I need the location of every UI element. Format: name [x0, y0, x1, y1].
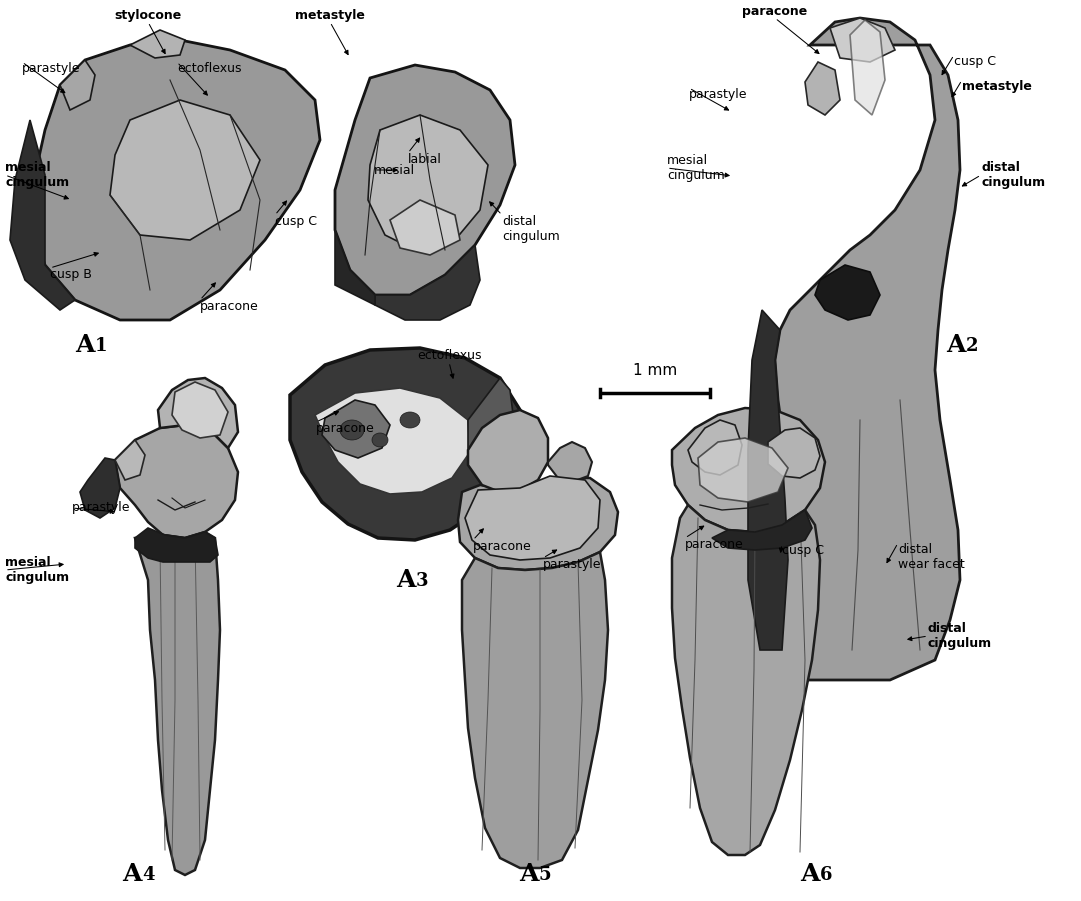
- Text: parastyle: parastyle: [22, 62, 80, 75]
- Text: mesial
cingulum: mesial cingulum: [5, 556, 69, 584]
- Text: cusp B: cusp B: [50, 268, 92, 281]
- Polygon shape: [468, 378, 515, 478]
- Text: mesial
cingulum: mesial cingulum: [667, 154, 724, 182]
- Polygon shape: [805, 62, 840, 115]
- Polygon shape: [768, 428, 820, 478]
- Ellipse shape: [341, 420, 364, 440]
- Text: cusp C: cusp C: [275, 215, 317, 228]
- Polygon shape: [462, 552, 608, 868]
- Polygon shape: [672, 505, 820, 855]
- Text: metastyle: metastyle: [295, 9, 365, 22]
- Polygon shape: [815, 265, 880, 320]
- Text: ectoflexus: ectoflexus: [417, 349, 481, 362]
- Polygon shape: [30, 40, 320, 320]
- Polygon shape: [115, 425, 238, 538]
- Text: 5: 5: [539, 866, 551, 884]
- Text: ectoflexus: ectoflexus: [177, 62, 241, 75]
- Polygon shape: [335, 230, 375, 305]
- Polygon shape: [115, 440, 145, 480]
- Text: metastyle: metastyle: [962, 80, 1032, 93]
- Polygon shape: [672, 408, 825, 532]
- Text: distal
cingulum: distal cingulum: [502, 215, 560, 243]
- Text: parastyle: parastyle: [543, 558, 601, 571]
- Text: labial: labial: [408, 153, 442, 166]
- Polygon shape: [688, 420, 742, 475]
- Text: 1: 1: [95, 337, 107, 355]
- Polygon shape: [830, 18, 895, 62]
- Polygon shape: [465, 476, 600, 560]
- Text: mesial: mesial: [374, 163, 415, 177]
- Polygon shape: [748, 310, 788, 650]
- Text: A: A: [396, 568, 415, 592]
- Polygon shape: [368, 115, 488, 250]
- Text: A: A: [75, 333, 94, 357]
- Polygon shape: [130, 30, 185, 58]
- Polygon shape: [61, 60, 95, 110]
- Polygon shape: [335, 65, 515, 295]
- Text: paracone: paracone: [685, 538, 744, 551]
- Polygon shape: [172, 382, 228, 438]
- Text: 3: 3: [416, 572, 428, 590]
- Polygon shape: [135, 528, 218, 562]
- Text: parastyle: parastyle: [689, 88, 747, 101]
- Text: cusp C: cusp C: [955, 55, 996, 68]
- Ellipse shape: [372, 433, 388, 447]
- Text: 1 mm: 1 mm: [632, 363, 677, 378]
- Polygon shape: [698, 438, 788, 502]
- Text: paracone: paracone: [316, 422, 375, 435]
- Polygon shape: [850, 20, 885, 115]
- Polygon shape: [548, 442, 592, 482]
- Text: distal
wear facet: distal wear facet: [898, 543, 964, 571]
- Text: cusp C: cusp C: [782, 544, 824, 557]
- Polygon shape: [80, 458, 120, 518]
- Text: A: A: [800, 862, 819, 886]
- Text: paracone: paracone: [743, 5, 808, 18]
- Text: paracone: paracone: [473, 540, 532, 553]
- Polygon shape: [158, 378, 238, 448]
- Text: A: A: [122, 862, 142, 886]
- Text: A: A: [946, 333, 965, 357]
- Text: mesial
cingulum: mesial cingulum: [5, 161, 69, 189]
- Polygon shape: [135, 532, 221, 875]
- Text: stylocone: stylocone: [115, 9, 182, 22]
- Polygon shape: [468, 410, 548, 492]
- Polygon shape: [290, 348, 520, 540]
- Polygon shape: [375, 245, 480, 320]
- Polygon shape: [110, 100, 261, 240]
- Ellipse shape: [400, 412, 421, 428]
- Polygon shape: [458, 478, 618, 570]
- Polygon shape: [322, 400, 390, 458]
- Polygon shape: [10, 120, 75, 310]
- Polygon shape: [712, 510, 812, 550]
- Text: parastyle: parastyle: [72, 502, 131, 514]
- Polygon shape: [390, 200, 461, 255]
- Text: 6: 6: [820, 866, 832, 884]
- Text: 2: 2: [966, 337, 978, 355]
- Text: paracone: paracone: [200, 300, 258, 313]
- Polygon shape: [775, 18, 960, 680]
- Text: 4: 4: [142, 866, 155, 884]
- Text: distal
cingulum: distal cingulum: [927, 622, 992, 650]
- Text: A: A: [519, 862, 538, 886]
- Text: distal
cingulum: distal cingulum: [980, 161, 1045, 189]
- Polygon shape: [315, 388, 470, 494]
